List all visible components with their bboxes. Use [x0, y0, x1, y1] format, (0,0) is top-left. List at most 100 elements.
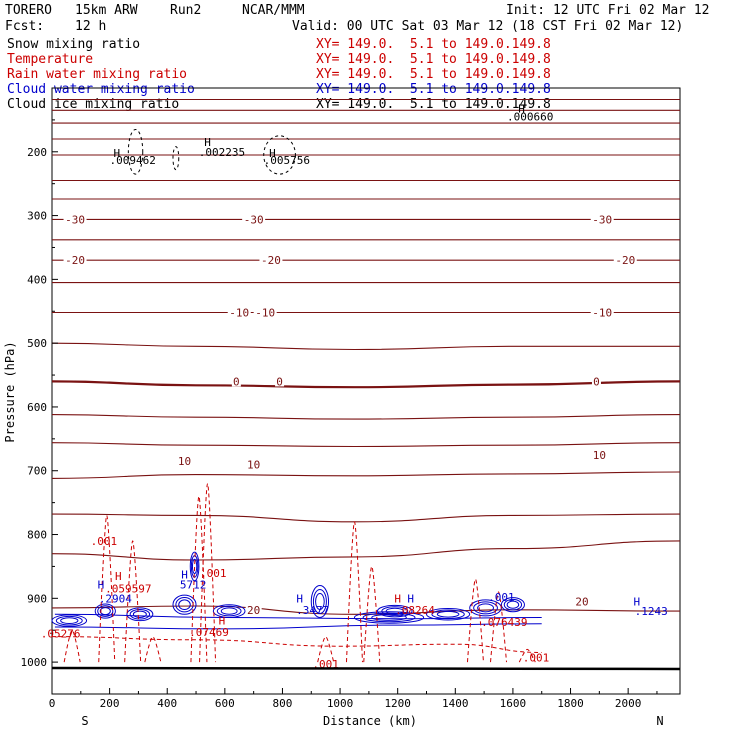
cloud-water-contour: [55, 615, 83, 626]
label-mask: [590, 213, 614, 225]
x-tick-label: 400: [157, 697, 177, 710]
rain-water-contour: [144, 636, 162, 663]
run-label: Run2: [170, 3, 202, 18]
field-name-snow: Snow mixing ratio: [7, 37, 141, 52]
x-tick-label: 1800: [557, 697, 584, 710]
x-tick-label: 800: [273, 697, 293, 710]
y-tick-label: 900: [27, 592, 47, 605]
left-endpoint-label: S: [81, 714, 88, 728]
extremum-label: H: [98, 578, 105, 591]
temperature-isotherms: [51, 98, 681, 615]
label-mask: [242, 213, 266, 225]
cloud-water-contour: [506, 600, 520, 609]
isotherm-label: -20: [261, 254, 281, 267]
x-tick-label: 2000: [615, 697, 642, 710]
field-name-temperature: Temperature: [7, 52, 94, 67]
right-endpoint-label: N: [656, 714, 663, 728]
rain-water-contour: [466, 578, 484, 663]
extremum-label: H: [114, 147, 121, 160]
x-tick-label: 1000: [327, 697, 354, 710]
extremum-label: .009462: [109, 154, 155, 167]
label-mask: [245, 603, 262, 615]
cloud-water-contour: [51, 614, 88, 627]
label-mask: [245, 458, 262, 470]
x-tick-label: 0: [49, 697, 56, 710]
extremum-label: H: [181, 569, 188, 582]
cloud-water-contour: [129, 608, 151, 620]
x-tick-label: 1600: [500, 697, 527, 710]
y-tick-label: 700: [27, 465, 47, 478]
extremum-label: .000660: [507, 111, 553, 124]
extremum-label: .059597: [105, 583, 151, 596]
x-tick-label: 600: [215, 697, 235, 710]
isotherm-label: 20: [575, 596, 588, 609]
isotherm-label: -10: [229, 307, 249, 320]
cloud-water-contour: [99, 607, 111, 616]
x-tick-label: 1200: [384, 697, 411, 710]
isotherm-label: -30: [65, 213, 85, 226]
y-tick-label: 500: [27, 337, 47, 350]
cloud-water-contour: [94, 603, 116, 619]
cloud-water-contour: [477, 603, 494, 613]
extremum-label: .3477: [296, 604, 329, 617]
cloud-water-contour: [353, 611, 425, 624]
label-mask: [591, 448, 608, 460]
extremum-label: .001: [488, 591, 515, 604]
cloud-water-contour: [60, 617, 79, 625]
isotherm-label: -30: [592, 213, 612, 226]
cloud-water-contour: [310, 585, 330, 618]
forecast-label: Fcst:: [5, 19, 45, 34]
extremum-label: .2904: [99, 592, 132, 605]
y-tick-label: 400: [27, 273, 47, 286]
cloud-water-contour: [473, 601, 498, 615]
cloud-water-contour: [178, 599, 191, 610]
extremum-label: 5712: [180, 578, 207, 591]
y-tick-label: 1000: [21, 656, 48, 669]
extremum-label: .001: [200, 567, 227, 580]
cloud-water-contour: [216, 605, 242, 617]
isotherm-line: [51, 471, 681, 479]
label-mask: [63, 213, 87, 225]
snow-mixing-contour: [263, 135, 296, 175]
isotherm-line: [51, 414, 681, 420]
field-name-rain: Rain water mixing ratio: [7, 67, 188, 82]
y-tick-label: 300: [27, 210, 47, 223]
cloud-water-contour: [312, 589, 327, 614]
plot-header: TORERO 15km ARW Run2 NCAR/MMM Init: 12 U…: [0, 0, 740, 112]
label-mask: [275, 375, 285, 387]
extremum-label: H: [219, 615, 226, 628]
extremum-label: .05276: [41, 627, 81, 640]
snow-mixing-contour: [172, 146, 180, 171]
contour-labels: -30 -30 -30 -20 -20 -20 -10 -10 -10 0 0 0 10 10 10 20 20…: [41, 102, 668, 671]
ground-surface-line: [51, 666, 681, 671]
extremum-label: H: [518, 102, 525, 115]
x-tick-label: 200: [100, 697, 120, 710]
label-mask: [176, 455, 193, 467]
extremum-label: .1243: [635, 605, 668, 618]
cloud-water-contour: [385, 607, 404, 615]
plot-frame: [51, 87, 681, 695]
valid-time: Valid: 00 UTC Sat 03 Mar 12 (18 CST Fri …: [292, 19, 684, 34]
y-tick-label: 600: [27, 401, 47, 414]
isotherm-line: [51, 380, 681, 389]
isotherm-line: [51, 513, 681, 523]
isotherm-label: 10: [178, 455, 191, 468]
cloud-water-contour: [132, 610, 147, 618]
isotherm-label: 0: [593, 375, 600, 388]
isotherm-label: -20: [65, 254, 85, 267]
rain-water-contour: [345, 521, 363, 663]
forecast-hour: 12 h: [75, 19, 107, 34]
rain-water-contour: [63, 629, 81, 663]
snow-mixing-contour: [127, 128, 144, 175]
x-tick-label: 1400: [442, 697, 469, 710]
isotherm-line: [51, 540, 681, 561]
isotherm-label: -30: [244, 213, 264, 226]
cloud-water-contour: [189, 551, 200, 582]
label-mask: [259, 254, 283, 266]
label-mask: [227, 306, 251, 318]
label-mask: [591, 375, 601, 387]
model-name: TORERO: [5, 3, 52, 18]
isotherm-label: -10: [592, 307, 612, 320]
extremum-label: H: [115, 570, 122, 583]
